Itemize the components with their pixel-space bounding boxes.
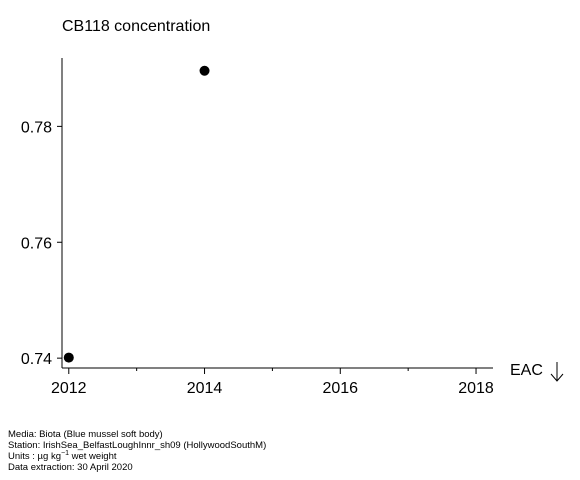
extraction-line: Data extraction: 30 April 2020 (8, 462, 133, 473)
units-exponent: −1 (61, 449, 69, 457)
units-prefix: Units : µg kg (8, 451, 61, 462)
x-tick-label: 2012 (51, 380, 87, 397)
eac-arrow-head (550, 373, 564, 382)
data-point (63, 352, 74, 363)
data-point (199, 65, 210, 76)
y-tick-label: 0.74 (21, 351, 52, 368)
chart-title: CB118 concentration (62, 18, 211, 35)
station-line: Station: IrishSea_BelfastLoughInnr_sh09 … (8, 440, 267, 451)
y-tick-label: 0.78 (21, 119, 52, 136)
metadata-footer: Media: Biota (Blue mussel soft body) Sta… (8, 429, 266, 473)
units-suffix: wet weight (68, 451, 117, 462)
x-tick-label: 2018 (458, 380, 494, 397)
y-tick-label: 0.76 (21, 235, 52, 252)
x-tick-label: 2016 (322, 380, 358, 397)
units-line: Units : µg kg−1 wet weight (8, 449, 266, 462)
eac-label: EAC (510, 362, 543, 379)
media-line: Media: Biota (Blue mussel soft body) (8, 429, 163, 440)
x-tick-label: 2014 (187, 380, 223, 397)
